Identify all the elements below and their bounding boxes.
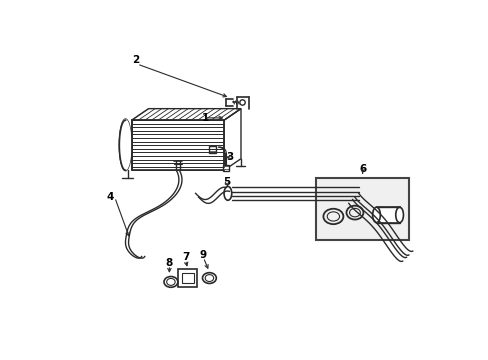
Text: 2: 2 [132,55,139,65]
FancyBboxPatch shape [222,165,228,171]
Ellipse shape [202,273,216,283]
Text: 3: 3 [226,152,233,162]
Text: 1: 1 [202,113,209,123]
Ellipse shape [326,212,339,221]
Ellipse shape [372,207,380,222]
Ellipse shape [349,208,360,217]
Ellipse shape [205,275,213,282]
Ellipse shape [119,119,131,171]
Ellipse shape [323,209,343,224]
FancyBboxPatch shape [209,145,215,153]
Text: 6: 6 [358,164,366,174]
Ellipse shape [119,119,131,171]
Text: 7: 7 [182,252,189,262]
Ellipse shape [395,207,403,222]
Bar [316,178,408,239]
Text: 5: 5 [223,177,230,187]
Ellipse shape [224,186,231,200]
Ellipse shape [166,278,175,285]
Ellipse shape [346,206,363,220]
Text: 4: 4 [106,192,114,202]
Text: 9: 9 [199,250,206,260]
Bar [376,207,399,222]
FancyBboxPatch shape [178,269,197,287]
FancyBboxPatch shape [182,273,193,283]
Ellipse shape [163,276,178,287]
Text: 8: 8 [164,258,172,267]
